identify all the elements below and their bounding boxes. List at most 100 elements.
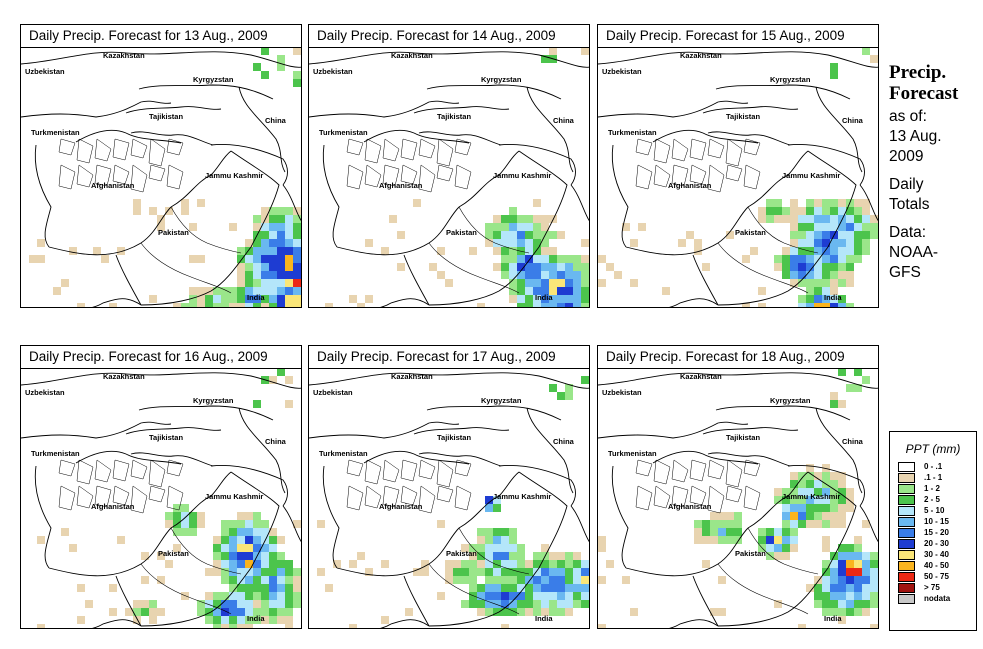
border-line <box>428 242 520 294</box>
precip-cell <box>758 536 766 544</box>
precip-cell <box>790 472 798 480</box>
precip-cell <box>782 496 790 504</box>
precip-cell <box>517 271 525 279</box>
precip-cell <box>814 279 822 287</box>
precip-cell <box>229 584 237 592</box>
precip-cell <box>822 488 830 496</box>
precip-cell <box>237 608 245 616</box>
precip-cell <box>277 207 285 215</box>
precip-cell <box>533 560 541 568</box>
panel-title: Daily Precip. Forecast for 14 Aug., 2009 <box>309 25 589 48</box>
precip-cell <box>261 295 269 303</box>
country-borders <box>598 372 878 628</box>
precip-cell <box>157 608 165 616</box>
precip-cell <box>822 576 830 584</box>
precip-cell <box>774 496 782 504</box>
precip-cell <box>501 576 509 584</box>
country-label-turkmenistan: Turkmenistan <box>31 128 80 137</box>
precip-cell <box>261 47 269 55</box>
precip-cell <box>133 616 141 624</box>
precip-cell <box>822 199 830 207</box>
precip-cell <box>77 584 85 592</box>
precip-cell <box>261 263 269 271</box>
border-line <box>210 144 288 186</box>
precip-cell <box>293 568 301 576</box>
precip-cell <box>862 600 870 608</box>
border-line <box>125 106 222 114</box>
precip-cell <box>189 303 197 307</box>
precip-cell <box>573 287 581 295</box>
precip-cell <box>541 568 549 576</box>
precip-cell <box>493 584 501 592</box>
precip-cell <box>269 255 277 263</box>
country-label-india: India <box>247 293 265 302</box>
precip-cell <box>461 560 469 568</box>
precip-cell <box>293 271 301 279</box>
precip-cell <box>229 295 237 303</box>
precip-map: Kazakhstan Uzbekistan Kyrgyzstan Tajikistan… <box>598 368 878 628</box>
legend-item: 15 - 20 <box>898 527 976 538</box>
precip-field <box>37 368 301 628</box>
precip-cell <box>830 592 838 600</box>
precip-cell <box>221 303 229 307</box>
precip-cell <box>509 223 517 231</box>
precip-cell <box>622 576 630 584</box>
border-line <box>707 452 791 467</box>
country-label-china: China <box>842 116 864 125</box>
precip-cell <box>205 616 213 624</box>
precip-cell <box>525 271 533 279</box>
precip-cell <box>293 576 301 584</box>
legend-item: 50 - 75 <box>898 571 976 582</box>
precip-cell <box>517 215 525 223</box>
precip-cell <box>245 592 253 600</box>
precip-cell <box>277 63 285 71</box>
precip-cell <box>782 528 790 536</box>
precip-cell <box>133 600 141 608</box>
country-label-uzbekistan: Uzbekistan <box>25 388 65 397</box>
precip-cell <box>181 199 189 207</box>
precip-cell <box>61 279 69 287</box>
province-border <box>689 164 707 185</box>
province-border <box>418 138 436 159</box>
precip-cell <box>261 71 269 79</box>
precip-cell <box>525 239 533 247</box>
precip-cell <box>790 496 798 504</box>
precip-cell <box>517 544 525 552</box>
precip-cell <box>485 544 493 552</box>
precip-cell <box>525 215 533 223</box>
precip-cell <box>798 239 806 247</box>
border-line <box>498 144 576 186</box>
precip-cell <box>573 560 581 568</box>
precip-cell <box>269 247 277 255</box>
precip-cell <box>509 231 517 239</box>
precip-cell <box>854 576 862 584</box>
precip-cell <box>838 560 846 568</box>
precip-cell <box>822 536 830 544</box>
precip-cell <box>141 600 149 608</box>
precip-cell <box>782 544 790 552</box>
precip-cell <box>245 600 253 608</box>
precip-map: Kazakhstan Uzbekistan Kyrgyzstan Tajikistan… <box>598 47 879 307</box>
precip-cell <box>253 279 261 287</box>
precip-cell <box>533 279 541 287</box>
precip-cell <box>245 279 253 287</box>
border-line <box>380 619 430 628</box>
panel-title: Daily Precip. Forecast for 16 Aug., 2009 <box>21 346 301 369</box>
precip-cell <box>469 600 477 608</box>
country-label-pakistan: Pakistan <box>735 228 766 237</box>
precip-cell <box>149 616 157 624</box>
precip-cell <box>533 295 541 303</box>
precip-cell <box>726 231 734 239</box>
precip-cell <box>838 552 846 560</box>
precip-cell <box>814 520 822 528</box>
precip-cell <box>557 287 565 295</box>
province-border <box>166 164 184 190</box>
country-label-turkmenistan: Turkmenistan <box>319 449 368 458</box>
precip-cell <box>477 528 485 536</box>
precip-cell <box>830 255 838 263</box>
precip-cell <box>221 568 229 576</box>
precip-cell <box>269 544 277 552</box>
precip-cell <box>445 576 453 584</box>
precip-cell <box>814 247 822 255</box>
precip-cell <box>878 271 879 279</box>
